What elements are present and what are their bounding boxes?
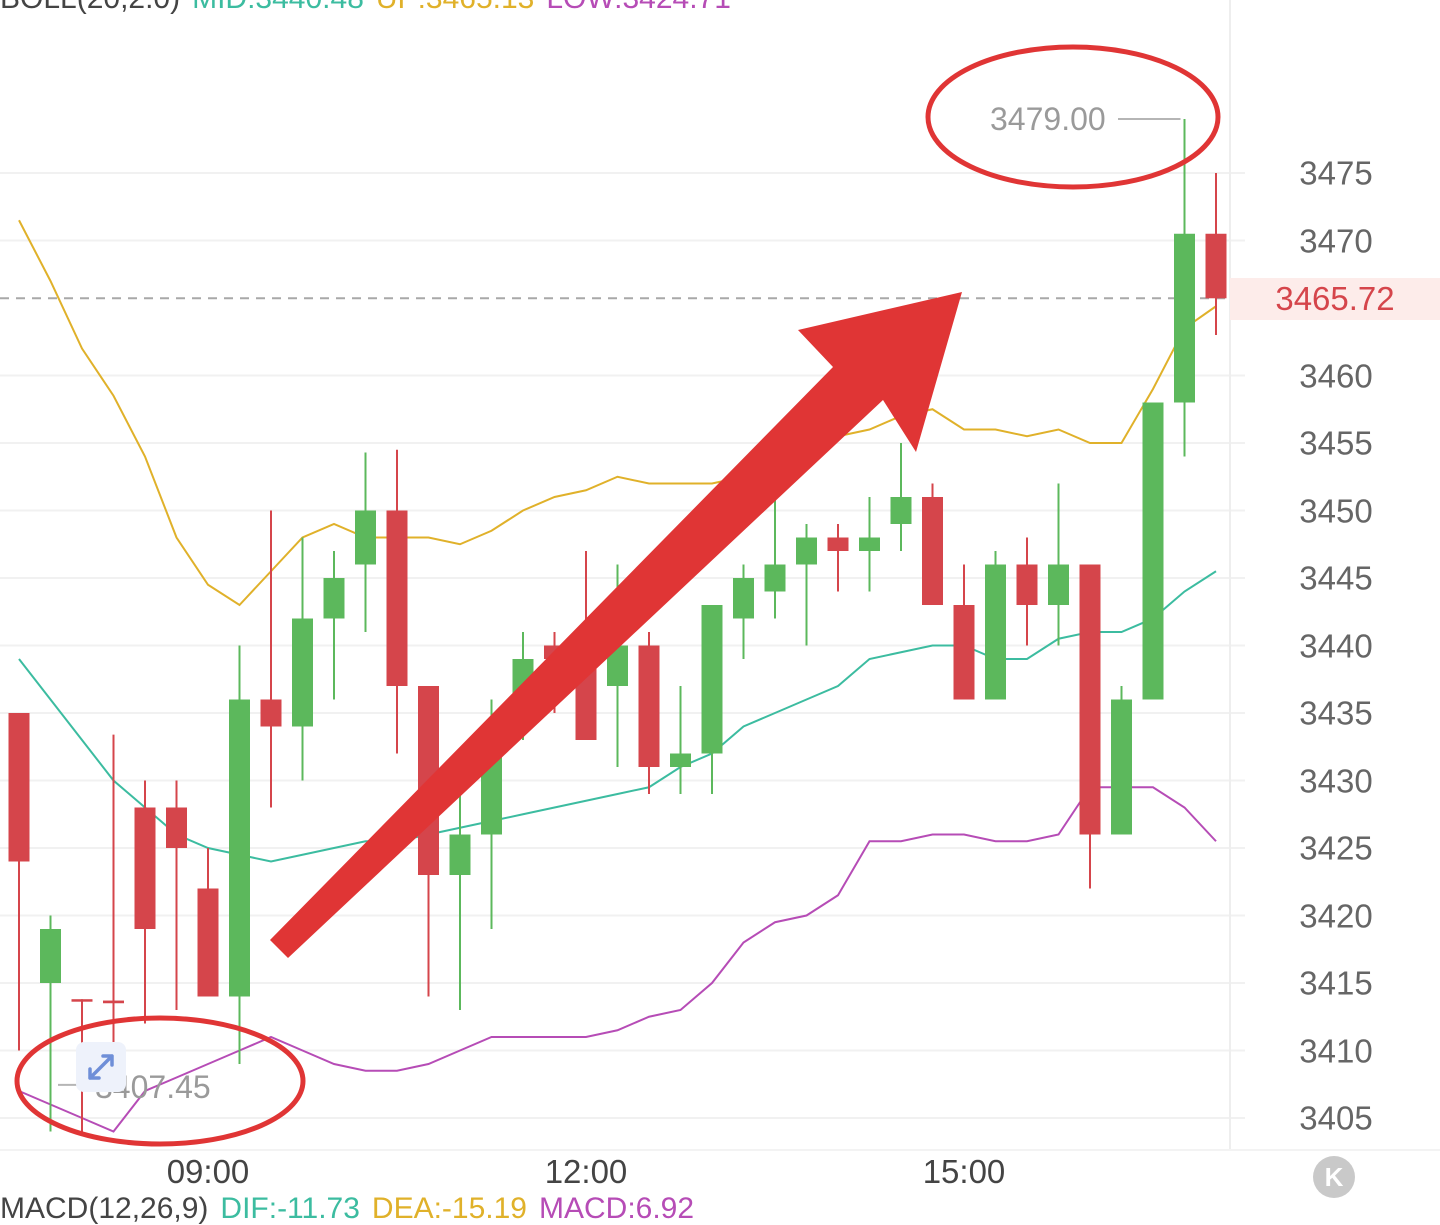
- x-tick-label: 15:00: [922, 1153, 1006, 1190]
- candle-up: [670, 753, 691, 767]
- candle-up: [355, 510, 376, 565]
- candle-up: [40, 929, 61, 983]
- candle-up: [607, 645, 628, 686]
- macd-legend-dea: DEA:-15.19: [371, 1192, 527, 1225]
- candle-down: [1205, 233, 1227, 299]
- candle-up: [1111, 699, 1132, 835]
- lower-band-line: [18, 786, 1217, 1133]
- candle-down: [197, 888, 219, 997]
- boll-legend: BOLL(20,2.0) MID:3440.48 UP:3465.13 LOW:342…: [0, 0, 743, 14]
- boll-legend-low: LOW:3424.71: [546, 0, 731, 15]
- macd-legend-macd: MACD:6.92: [539, 1192, 695, 1225]
- candle-down: [103, 1000, 124, 1004]
- candle-up: [701, 605, 723, 754]
- candle-down: [134, 807, 156, 929]
- annotation-arrow: [270, 292, 962, 958]
- candle-down: [827, 537, 849, 551]
- candle-up: [985, 564, 1006, 700]
- candle-down: [953, 605, 975, 700]
- y-tick-label: 3405: [1299, 1099, 1373, 1137]
- y-tick-label: 3435: [1299, 694, 1373, 732]
- candle-up: [1142, 402, 1164, 700]
- candle-up: [292, 618, 313, 727]
- annotation-ellipse-low: [14, 1015, 306, 1147]
- y-tick-label: 3475: [1299, 154, 1373, 192]
- annotation-ellipse-high: [925, 44, 1221, 190]
- y-tick-label: 3410: [1299, 1032, 1373, 1069]
- boll-legend-up: UP:3465.13: [376, 0, 534, 15]
- k-collapse-button[interactable]: K: [1313, 1156, 1355, 1198]
- candle-up: [859, 537, 880, 551]
- y-tick-label: 3420: [1299, 897, 1373, 934]
- y-tick-label: 3470: [1299, 222, 1373, 259]
- max-price-label: 3479.00: [990, 101, 1106, 137]
- candle-up: [449, 834, 471, 875]
- candle-down: [260, 699, 282, 727]
- candle-down: [8, 713, 30, 862]
- y-tick-label: 3455: [1299, 424, 1373, 462]
- candle-up: [1174, 233, 1195, 403]
- candle-up: [796, 537, 817, 565]
- y-tick-label: 3450: [1299, 492, 1373, 529]
- macd-legend-dif: DIF:-11.73: [220, 1192, 360, 1225]
- candle-up: [764, 564, 786, 592]
- y-tick-label: 3445: [1299, 559, 1373, 597]
- upper-band-line: [18, 219, 1217, 607]
- candle-down: [1016, 564, 1038, 605]
- candle-up: [323, 578, 345, 619]
- mid-band-line: [18, 570, 1217, 863]
- y-tick-label: 3415: [1299, 964, 1373, 1002]
- boll-legend-mid: MID:3440.48: [192, 0, 364, 15]
- y-tick-label: 3425: [1299, 829, 1373, 867]
- x-tick-label: 12:00: [544, 1153, 628, 1190]
- candle-down: [922, 497, 943, 605]
- candle-up: [890, 497, 912, 524]
- candle-down: [638, 645, 660, 767]
- y-tick-label: 3460: [1299, 357, 1373, 394]
- expand-arrows-icon[interactable]: [76, 1042, 126, 1092]
- candle-down: [166, 807, 187, 848]
- macd-legend-label: MACD(12,26,9): [0, 1192, 209, 1225]
- y-tick-label: 3440: [1299, 627, 1373, 664]
- candle-up: [229, 699, 250, 997]
- macd-legend: MACD(12,26,9) DIF:-11.73 DEA:-15.19 MACD:6.…: [0, 1194, 706, 1224]
- candle-down: [386, 510, 408, 686]
- y-tick-label: 3430: [1299, 762, 1373, 799]
- candle-down: [1079, 564, 1101, 835]
- boll-legend-label: BOLL(20,2.0): [0, 0, 180, 15]
- candle-down: [71, 999, 93, 1002]
- candle-up: [1048, 564, 1069, 605]
- current-price-badge: 3465.72: [1230, 278, 1440, 320]
- x-tick-label: 09:00: [166, 1153, 250, 1190]
- candle-up: [733, 578, 754, 619]
